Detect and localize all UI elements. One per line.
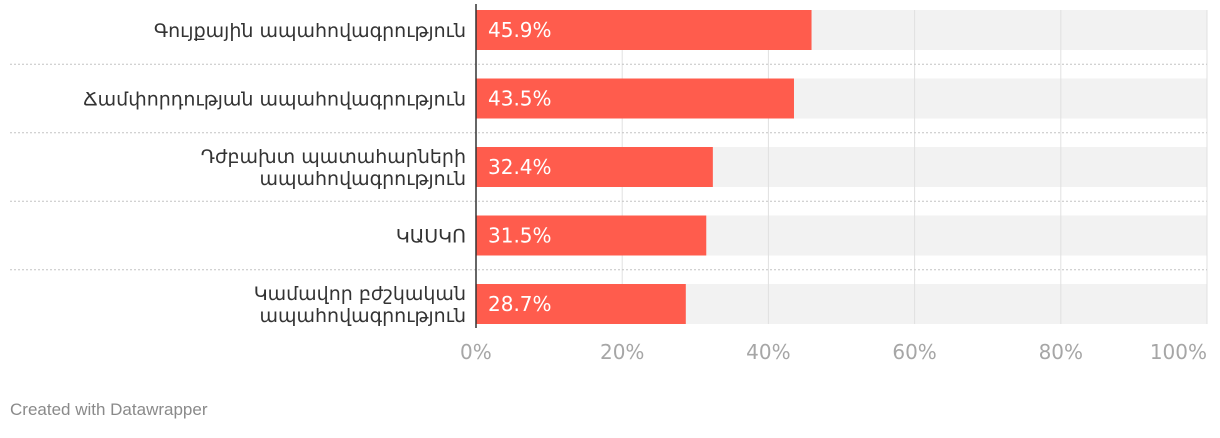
category-label: Կամավոր բժշկական ապահովագրություն [254,283,466,327]
x-tick-label: 80% [1039,340,1083,364]
bar [476,10,812,50]
bar-value-label: 45.9% [488,18,552,42]
bar [476,147,713,187]
category-label-line: Ճամփորդության ապահովագրություն [83,89,466,111]
category-label: Գույքային ապահովագրություն [154,20,466,42]
x-tick-label: 0% [460,340,492,364]
category-label: Դժբախտ պատահարների ապահովագրություն [201,146,466,190]
x-tick-label: 60% [892,340,936,364]
category-label: Ճամփորդության ապահովագրություն [83,89,466,111]
category-label-line: Դժբախտ պատահարների [201,146,466,168]
category-label: ԿԱՍԿՈ [396,226,466,248]
bar [476,284,686,324]
x-tick-label: 20% [600,340,644,364]
category-label-line: ապահովագրություն [259,305,466,327]
bar-value-label: 32.4% [488,155,552,179]
category-label-line: Կամավոր բժշկական [254,283,466,305]
bar [476,215,707,256]
bar-value-label: 28.7% [488,292,552,316]
x-tick-label: 40% [746,340,790,364]
category-label-line: ԿԱՍԿՈ [396,226,466,248]
datawrapper-credit[interactable]: Created with Datawrapper [10,400,208,419]
bar-value-label: 31.5% [488,224,552,248]
category-label-line: ապահովագրություն [259,168,466,190]
bar-value-label: 43.5% [488,87,552,111]
x-tick-label: 100% [1150,340,1207,364]
category-label-line: Գույքային ապահովագրություն [154,20,466,42]
bar [476,78,794,119]
